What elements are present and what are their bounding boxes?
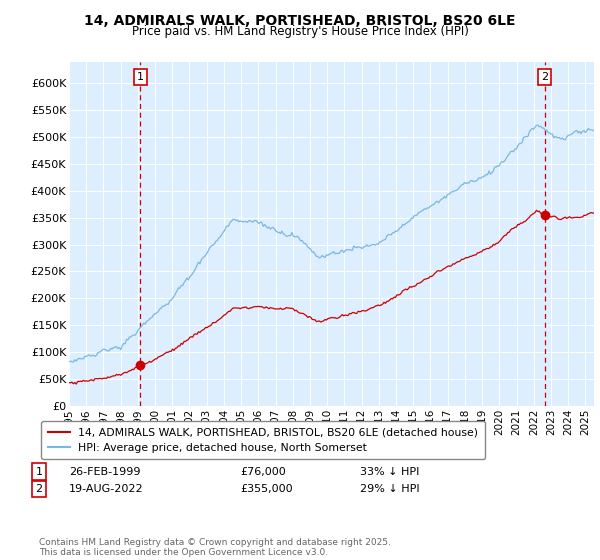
Text: £76,000: £76,000: [240, 466, 286, 477]
Text: 33% ↓ HPI: 33% ↓ HPI: [360, 466, 419, 477]
Legend: 14, ADMIRALS WALK, PORTISHEAD, BRISTOL, BS20 6LE (detached house), HPI: Average : 14, ADMIRALS WALK, PORTISHEAD, BRISTOL, …: [41, 421, 485, 459]
Text: 14, ADMIRALS WALK, PORTISHEAD, BRISTOL, BS20 6LE: 14, ADMIRALS WALK, PORTISHEAD, BRISTOL, …: [84, 14, 516, 28]
Text: 29% ↓ HPI: 29% ↓ HPI: [360, 484, 419, 494]
Text: 19-AUG-2022: 19-AUG-2022: [69, 484, 143, 494]
Text: 1: 1: [137, 72, 144, 82]
Text: 26-FEB-1999: 26-FEB-1999: [69, 466, 140, 477]
Text: 2: 2: [35, 484, 43, 494]
Text: Price paid vs. HM Land Registry's House Price Index (HPI): Price paid vs. HM Land Registry's House …: [131, 25, 469, 38]
Text: Contains HM Land Registry data © Crown copyright and database right 2025.
This d: Contains HM Land Registry data © Crown c…: [39, 538, 391, 557]
Text: £355,000: £355,000: [240, 484, 293, 494]
Text: 1: 1: [35, 466, 43, 477]
Text: 2: 2: [541, 72, 548, 82]
